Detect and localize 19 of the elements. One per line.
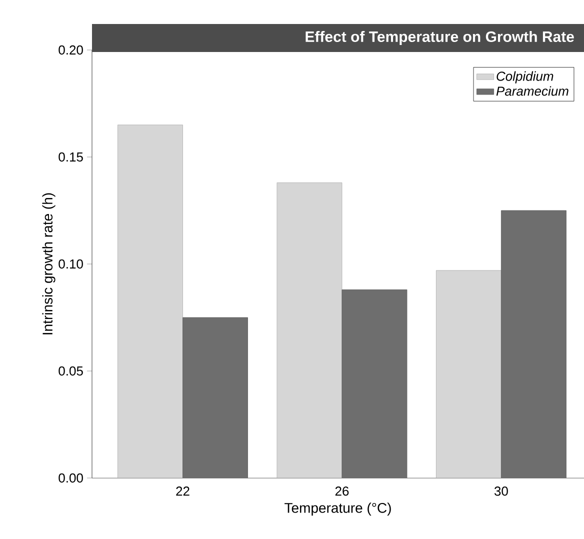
legend-label: Colpidium bbox=[496, 71, 554, 84]
x-axis-title: Temperature (°C) bbox=[284, 502, 391, 516]
y-tick-label: 0.20 bbox=[58, 45, 83, 55]
chart-title: Effect of Temperature on Growth Rate bbox=[306, 31, 574, 45]
x-tick-label: 30 bbox=[494, 486, 508, 496]
y-tick-label: 0.00 bbox=[58, 473, 83, 483]
x-tick-label: 26 bbox=[335, 486, 349, 496]
legend-label: Paramecium bbox=[496, 86, 568, 96]
y-tick-label: 0.15 bbox=[58, 152, 83, 162]
bar bbox=[342, 289, 408, 478]
bar bbox=[436, 270, 502, 478]
y-tick-label: 0.10 bbox=[58, 259, 83, 269]
y-axis-title: Intrinsic growth rate (h) bbox=[42, 193, 56, 334]
bar bbox=[276, 182, 342, 478]
bar bbox=[501, 210, 566, 478]
y-tick-label: 0.05 bbox=[58, 366, 83, 376]
bar bbox=[182, 317, 248, 478]
bar bbox=[118, 124, 183, 478]
x-tick-label: 22 bbox=[176, 486, 190, 496]
